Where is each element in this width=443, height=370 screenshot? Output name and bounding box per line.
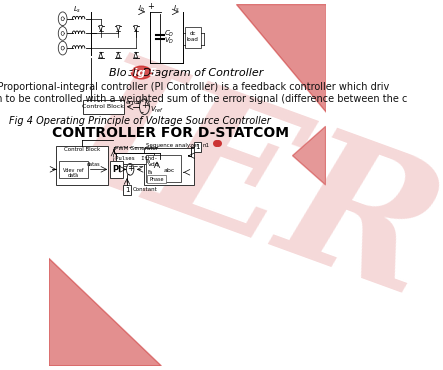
Text: Sequence analyzer: Sequence analyzer xyxy=(146,144,199,148)
Text: -: - xyxy=(140,108,144,117)
Text: Proportional-integral controller (PI Controller) is a feedback controller which : Proportional-integral controller (PI Con… xyxy=(0,82,389,92)
Text: Control Block: Control Block xyxy=(64,147,100,152)
FancyBboxPatch shape xyxy=(56,146,108,185)
FancyBboxPatch shape xyxy=(144,148,194,185)
Text: Block Diagram of Controller: Block Diagram of Controller xyxy=(109,68,264,78)
Text: +: + xyxy=(141,101,148,110)
Polygon shape xyxy=(117,26,120,31)
Text: PWM Generator: PWM Generator xyxy=(115,146,158,151)
Text: $C_D$: $C_D$ xyxy=(164,28,175,38)
Text: +: + xyxy=(147,2,154,11)
FancyBboxPatch shape xyxy=(147,175,166,183)
FancyBboxPatch shape xyxy=(59,161,88,178)
Ellipse shape xyxy=(132,66,152,79)
Text: Fig 5: Fig 5 xyxy=(126,68,157,78)
Text: Phase: Phase xyxy=(149,176,163,182)
Text: Ta: Ta xyxy=(145,159,150,165)
Text: system to be controlled with a weighted sum of the error signal (difference betw: system to be controlled with a weighted … xyxy=(0,94,407,104)
Text: vdq: vdq xyxy=(148,162,160,167)
FancyBboxPatch shape xyxy=(110,161,123,178)
FancyBboxPatch shape xyxy=(123,185,132,195)
Text: n1: n1 xyxy=(202,143,210,148)
Text: Fig 4 Operating Principle of Voltage Source Controller: Fig 4 Operating Principle of Voltage Sou… xyxy=(8,117,270,127)
Text: Control Block: Control Block xyxy=(82,104,124,109)
FancyBboxPatch shape xyxy=(116,153,155,164)
Text: +: + xyxy=(127,164,133,173)
Polygon shape xyxy=(292,126,326,185)
Text: $V_D$: $V_D$ xyxy=(164,36,175,46)
FancyBboxPatch shape xyxy=(194,142,201,152)
FancyBboxPatch shape xyxy=(83,100,124,114)
Polygon shape xyxy=(134,26,138,31)
Text: Constant: Constant xyxy=(132,187,157,192)
Text: $I_s$: $I_s$ xyxy=(173,4,179,14)
Polygon shape xyxy=(99,26,103,31)
Polygon shape xyxy=(236,4,326,112)
Text: CONTROLLER FOR D-STATCOM: CONTROLLER FOR D-STATCOM xyxy=(52,126,289,140)
Text: datas: datas xyxy=(87,162,101,167)
Polygon shape xyxy=(117,52,120,58)
Text: -Pulses  Ithd-: -Pulses Ithd- xyxy=(113,156,158,161)
Text: abc: abc xyxy=(163,168,175,173)
Text: data: data xyxy=(68,173,79,178)
Text: dc
load: dc load xyxy=(187,31,198,42)
FancyBboxPatch shape xyxy=(146,155,181,182)
Text: $I_b$: $I_b$ xyxy=(138,4,145,14)
Polygon shape xyxy=(49,258,161,366)
Polygon shape xyxy=(134,52,138,58)
Text: IER: IER xyxy=(50,38,443,332)
Text: Fa: Fa xyxy=(148,170,153,175)
Text: $V_{ref}$: $V_{ref}$ xyxy=(150,105,164,115)
Text: -: - xyxy=(126,170,129,179)
Text: PI: PI xyxy=(112,165,121,174)
Text: Vdev_ref: Vdev_ref xyxy=(62,168,84,173)
FancyBboxPatch shape xyxy=(185,27,201,48)
Text: $L_s$: $L_s$ xyxy=(73,5,81,15)
Text: 1: 1 xyxy=(125,187,129,193)
Polygon shape xyxy=(99,52,103,58)
Text: 1: 1 xyxy=(195,144,200,150)
Text: error: error xyxy=(126,100,141,105)
